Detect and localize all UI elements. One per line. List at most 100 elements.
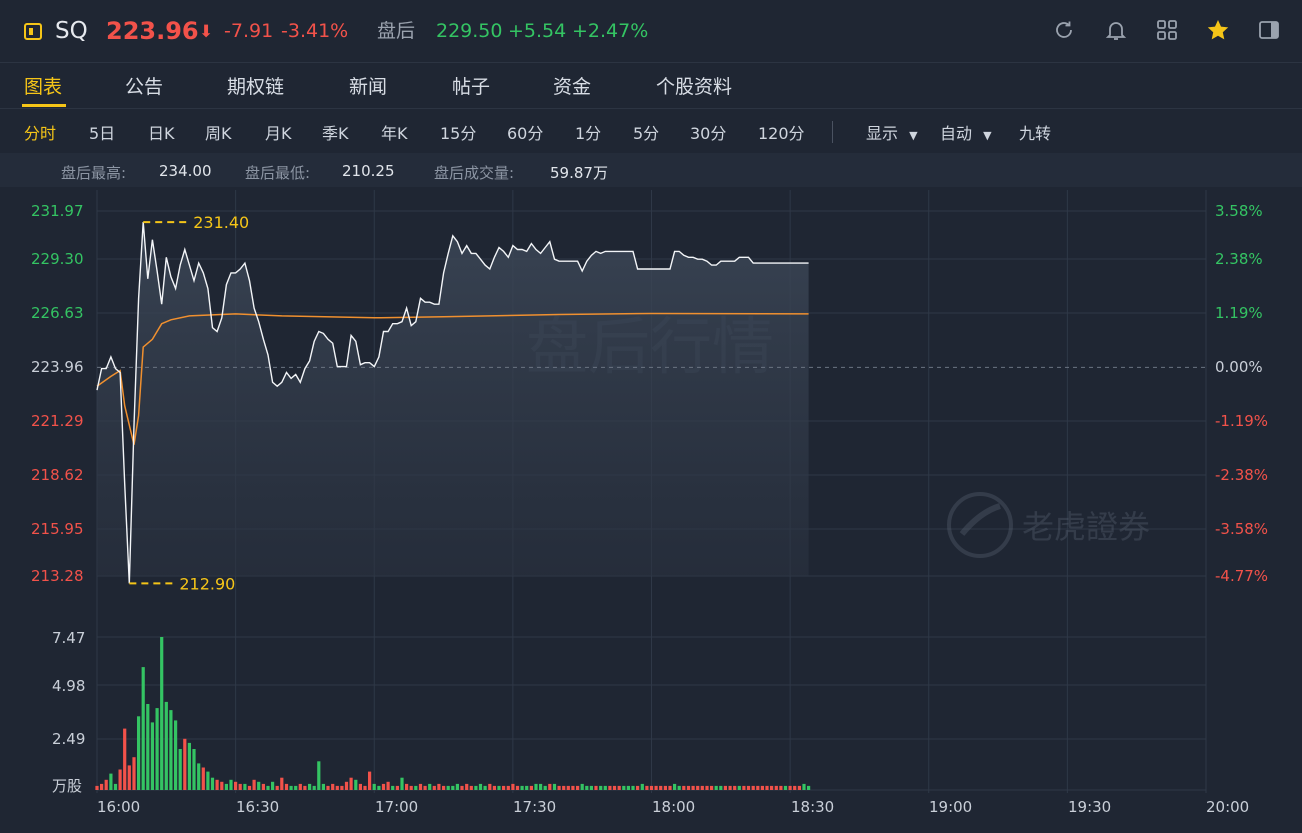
period-15m[interactable]: 15分	[440, 124, 477, 143]
period-week-k[interactable]: 周K	[205, 124, 232, 143]
volume-bar	[576, 785, 580, 790]
volume-bar	[298, 783, 302, 790]
ah-low-label: 盘后最低:	[245, 164, 311, 182]
volume-bar	[100, 783, 104, 790]
period-5m[interactable]: 5分	[633, 124, 660, 143]
volume-bar	[807, 785, 811, 790]
volume-bar	[552, 783, 557, 790]
volume-bar	[723, 785, 727, 790]
ah-volume-value: 59.87万	[550, 164, 608, 182]
volume-bar	[728, 785, 732, 790]
volume-bar	[562, 785, 566, 790]
volume-bar	[446, 785, 450, 790]
volume-bar	[169, 710, 173, 790]
tab-news[interactable]: 新闻	[349, 76, 388, 98]
volume-bar	[622, 785, 626, 790]
display-dropdown[interactable]: 显示 ▼	[866, 120, 918, 144]
y-right-label: 3.58%	[1215, 202, 1263, 220]
volume-bar	[797, 785, 801, 790]
period-5d[interactable]: 5日	[89, 124, 116, 143]
after-hours-price: 229.50	[436, 20, 503, 42]
grid-icon[interactable]	[1155, 18, 1181, 44]
x-axis-label: 16:30	[236, 798, 280, 816]
volume-bar	[386, 781, 390, 790]
volume-bar	[760, 785, 764, 790]
tab-posts[interactable]: 帖子	[452, 76, 491, 98]
volume-bar	[492, 785, 496, 790]
period-30m[interactable]: 30分	[690, 124, 727, 143]
price-down-arrow-icon: ⬇	[199, 22, 214, 42]
volume-bar	[774, 785, 778, 790]
quote-header: SQ 223.96 ⬇ -7.91 -3.41% 盘后 229.50 +5.54…	[0, 0, 1302, 63]
volume-bar	[668, 785, 672, 790]
volume-bar	[677, 785, 681, 790]
volume-bar	[358, 783, 362, 790]
volume-bar	[289, 785, 293, 790]
volume-bar	[765, 785, 769, 790]
volume-bar	[502, 785, 506, 790]
volume-bar	[737, 785, 741, 790]
volume-bar	[344, 781, 349, 790]
volume-bar	[700, 785, 704, 790]
tab-chart[interactable]: 图表	[24, 76, 63, 98]
period-quarter-k[interactable]: 季K	[322, 124, 349, 143]
volume-bar	[585, 785, 589, 790]
volume-bar	[414, 785, 418, 790]
after-hours-change: +5.54	[508, 20, 567, 42]
y-right-label: -4.77%	[1215, 567, 1269, 585]
period-120m[interactable]: 120分	[758, 124, 805, 143]
volume-bar	[746, 785, 751, 790]
volume-bar	[599, 785, 603, 790]
volume-bar	[303, 785, 307, 790]
volume-bar	[252, 779, 256, 790]
volume-bar	[266, 785, 270, 790]
star-icon[interactable]	[1206, 18, 1232, 44]
tab-capital-flow[interactable]: 资金	[553, 76, 592, 98]
watermark-brand: 老虎證券	[1022, 508, 1150, 546]
period-intraday[interactable]: 分时	[24, 124, 57, 143]
period-year-k[interactable]: 年K	[381, 124, 408, 143]
volume-bar	[312, 785, 316, 790]
volume-bar	[238, 783, 242, 790]
volume-bar	[363, 785, 367, 790]
period-month-k[interactable]: 月K	[265, 124, 292, 143]
after-hours-stats: 盘后最高: 234.00 盘后最低: 210.25 盘后成交量: 59.87万	[0, 153, 1302, 187]
period-60m[interactable]: 60分	[507, 124, 544, 143]
y-right-label: -2.38%	[1215, 466, 1269, 484]
volume-bar	[802, 783, 806, 790]
volume-bar	[317, 761, 321, 790]
volume-bar	[469, 785, 473, 790]
nine-turn-button[interactable]: 九转	[1019, 124, 1052, 143]
bell-icon[interactable]	[1104, 18, 1130, 44]
volume-bar	[229, 779, 233, 790]
volume-bar	[428, 783, 432, 790]
auto-dropdown[interactable]: 自动 ▼	[940, 120, 992, 144]
volume-bar	[326, 785, 330, 790]
y-left-label: 223.96	[31, 358, 84, 376]
period-day-k[interactable]: 日K	[148, 124, 175, 143]
volume-bar	[654, 785, 658, 790]
y-right-label: 1.19%	[1215, 304, 1263, 322]
main-tabs: 图表 公告 期权链 新闻 帖子 资金 个股资料	[0, 62, 1302, 109]
volume-bar	[197, 763, 201, 790]
tab-announcements[interactable]: 公告	[125, 76, 164, 98]
volume-bars	[95, 637, 811, 790]
volume-bar	[488, 783, 492, 790]
volume-unit-label: 万股	[52, 777, 83, 795]
refresh-icon[interactable]	[1052, 18, 1078, 44]
x-axis-label: 20:00	[1206, 798, 1250, 816]
x-axis-label: 19:30	[1068, 798, 1112, 816]
tab-company-profile[interactable]: 个股资料	[656, 76, 733, 98]
volume-bar	[95, 785, 99, 790]
period-1m[interactable]: 1分	[575, 124, 602, 143]
y-left-label: 215.95	[31, 520, 84, 538]
x-axis-label: 17:00	[375, 798, 419, 816]
panel-icon[interactable]	[1257, 18, 1283, 44]
ticker-symbol: SQ	[55, 18, 88, 44]
display-label: 显示	[866, 124, 899, 143]
tab-options-chain[interactable]: 期权链	[227, 76, 285, 98]
volume-bar	[793, 785, 797, 790]
volume-bar	[465, 783, 469, 790]
volume-bar	[733, 785, 737, 790]
y-left-label: 213.28	[31, 567, 84, 585]
